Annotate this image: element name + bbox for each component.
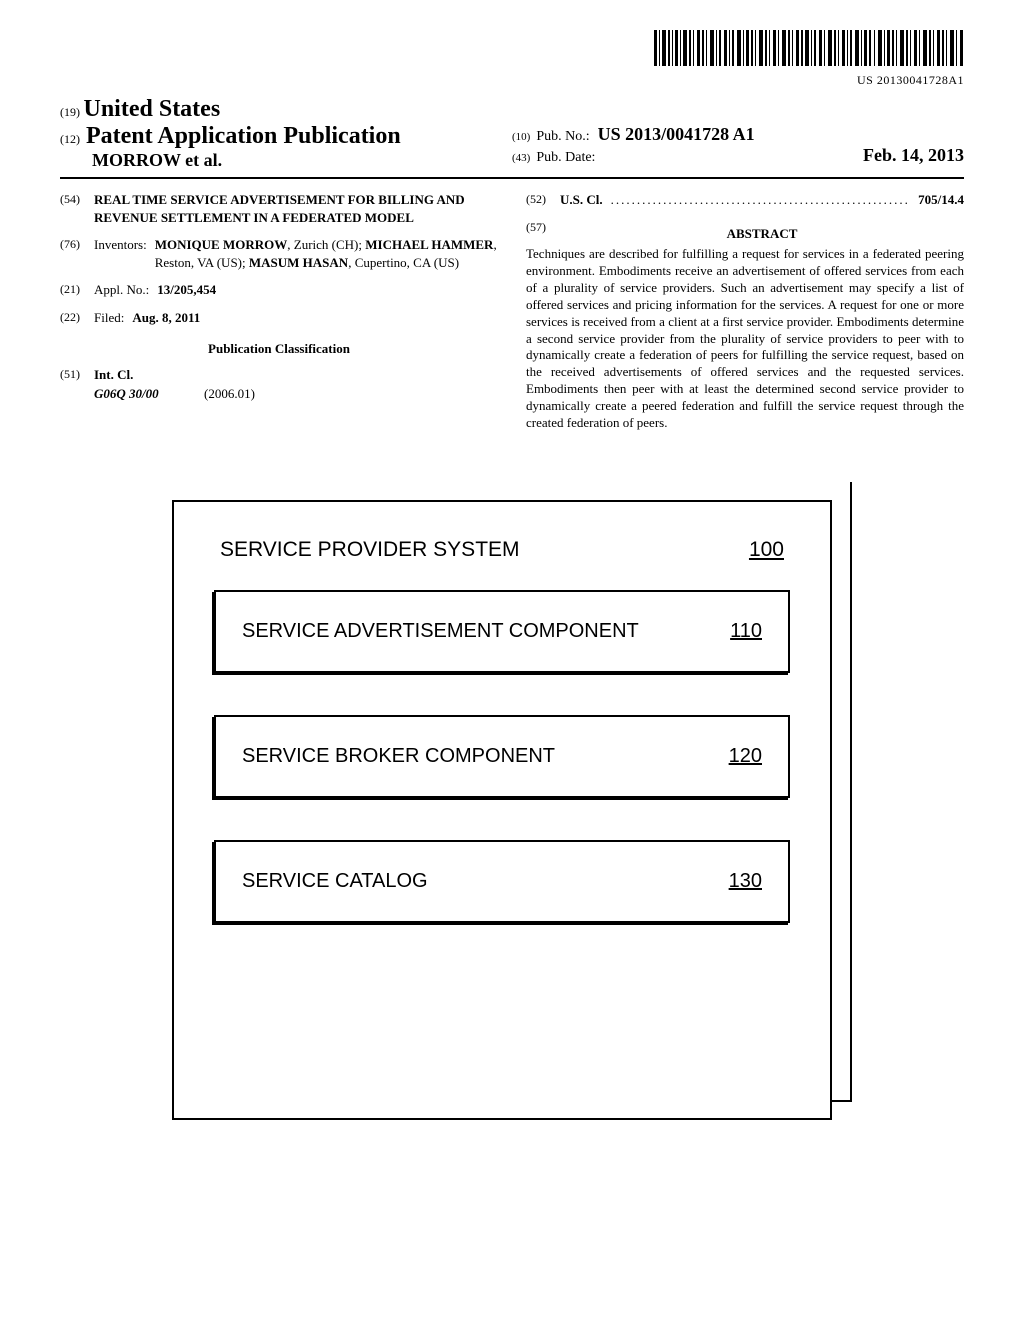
uscl-code: (52) (526, 191, 560, 209)
system-title: SERVICE PROVIDER SYSTEM (220, 538, 520, 562)
barcode-svg (654, 30, 964, 66)
invention-title: REAL TIME SERVICE ADVERTISEMENT FOR BILL… (94, 191, 498, 226)
left-column: (54) REAL TIME SERVICE ADVERTISEMENT FOR… (60, 191, 498, 432)
country-code: (19) (60, 105, 80, 119)
inner-box-1: SERVICE BROKER COMPONENT 120 (214, 715, 790, 798)
barcode (60, 30, 964, 71)
inner-box-2: SERVICE CATALOG 130 (214, 840, 790, 923)
inventors-code: (76) (60, 236, 94, 271)
intcl-code: (51) (60, 366, 94, 384)
biblio-columns: (54) REAL TIME SERVICE ADVERTISEMENT FOR… (60, 191, 964, 432)
appl-label: Appl. No.: (94, 281, 149, 299)
inner-box-0: SERVICE ADVERTISEMENT COMPONENT 110 (214, 590, 790, 673)
inner-num-2: 130 (729, 870, 762, 893)
header: (19) United States (12) Patent Applicati… (60, 96, 964, 171)
system-num: 100 (749, 538, 784, 562)
pub-type-code: (12) (60, 132, 80, 147)
right-column: (52) U.S. Cl. ..........................… (526, 191, 964, 432)
figure-front-box: SERVICE PROVIDER SYSTEM 100 SERVICE ADVE… (172, 500, 832, 1120)
uscl-dots: ........................................… (611, 191, 919, 209)
abstract-text: Techniques are described for fulfilling … (526, 246, 964, 432)
inventors-names: MONIQUE MORROW, Zurich (CH); MICHAEL HAM… (155, 236, 498, 271)
divider-thick (60, 177, 964, 179)
uscl-label: U.S. Cl. (560, 191, 603, 209)
filed-code: (22) (60, 309, 94, 327)
inner-num-0: 110 (730, 620, 762, 643)
filed-label: Filed: (94, 309, 124, 327)
intcl-class: G06Q 30/00 (94, 385, 204, 403)
inner-num-1: 120 (729, 745, 762, 768)
pubdate-label: Pub. Date: (536, 150, 595, 166)
filed-value: Aug. 8, 2011 (132, 309, 498, 327)
inner-label-1: SERVICE BROKER COMPONENT (242, 745, 555, 768)
title-code: (54) (60, 191, 94, 226)
intcl-year: (2006.01) (204, 385, 255, 403)
abstract-code: (57) (526, 219, 560, 247)
appl-value: 13/205,454 (157, 281, 498, 299)
uscl-value: 705/14.4 (918, 191, 964, 209)
pubno-label: Pub. No.: (536, 129, 589, 145)
pub-type-title: Patent Application Publication (86, 123, 401, 150)
barcode-text: US 20130041728A1 (60, 73, 964, 88)
pubno-value: US 2013/0041728 A1 (598, 124, 755, 145)
intcl-label: Int. Cl. (94, 366, 498, 384)
pubno-code: (10) (512, 131, 530, 143)
pubdate-value: Feb. 14, 2013 (863, 145, 964, 166)
inner-label-0: SERVICE ADVERTISEMENT COMPONENT (242, 620, 639, 643)
pubdate-code: (43) (512, 152, 530, 164)
abstract-heading: ABSTRACT (560, 225, 964, 243)
authors: MORROW et al. (92, 150, 512, 171)
appl-code: (21) (60, 281, 94, 299)
classification-heading: Publication Classification (60, 340, 498, 358)
inventors-label: Inventors: (94, 236, 147, 271)
figure: SERVICE PROVIDER SYSTEM 100 SERVICE ADVE… (60, 482, 964, 1122)
inner-label-2: SERVICE CATALOG (242, 870, 428, 893)
country-name: United States (84, 96, 221, 122)
